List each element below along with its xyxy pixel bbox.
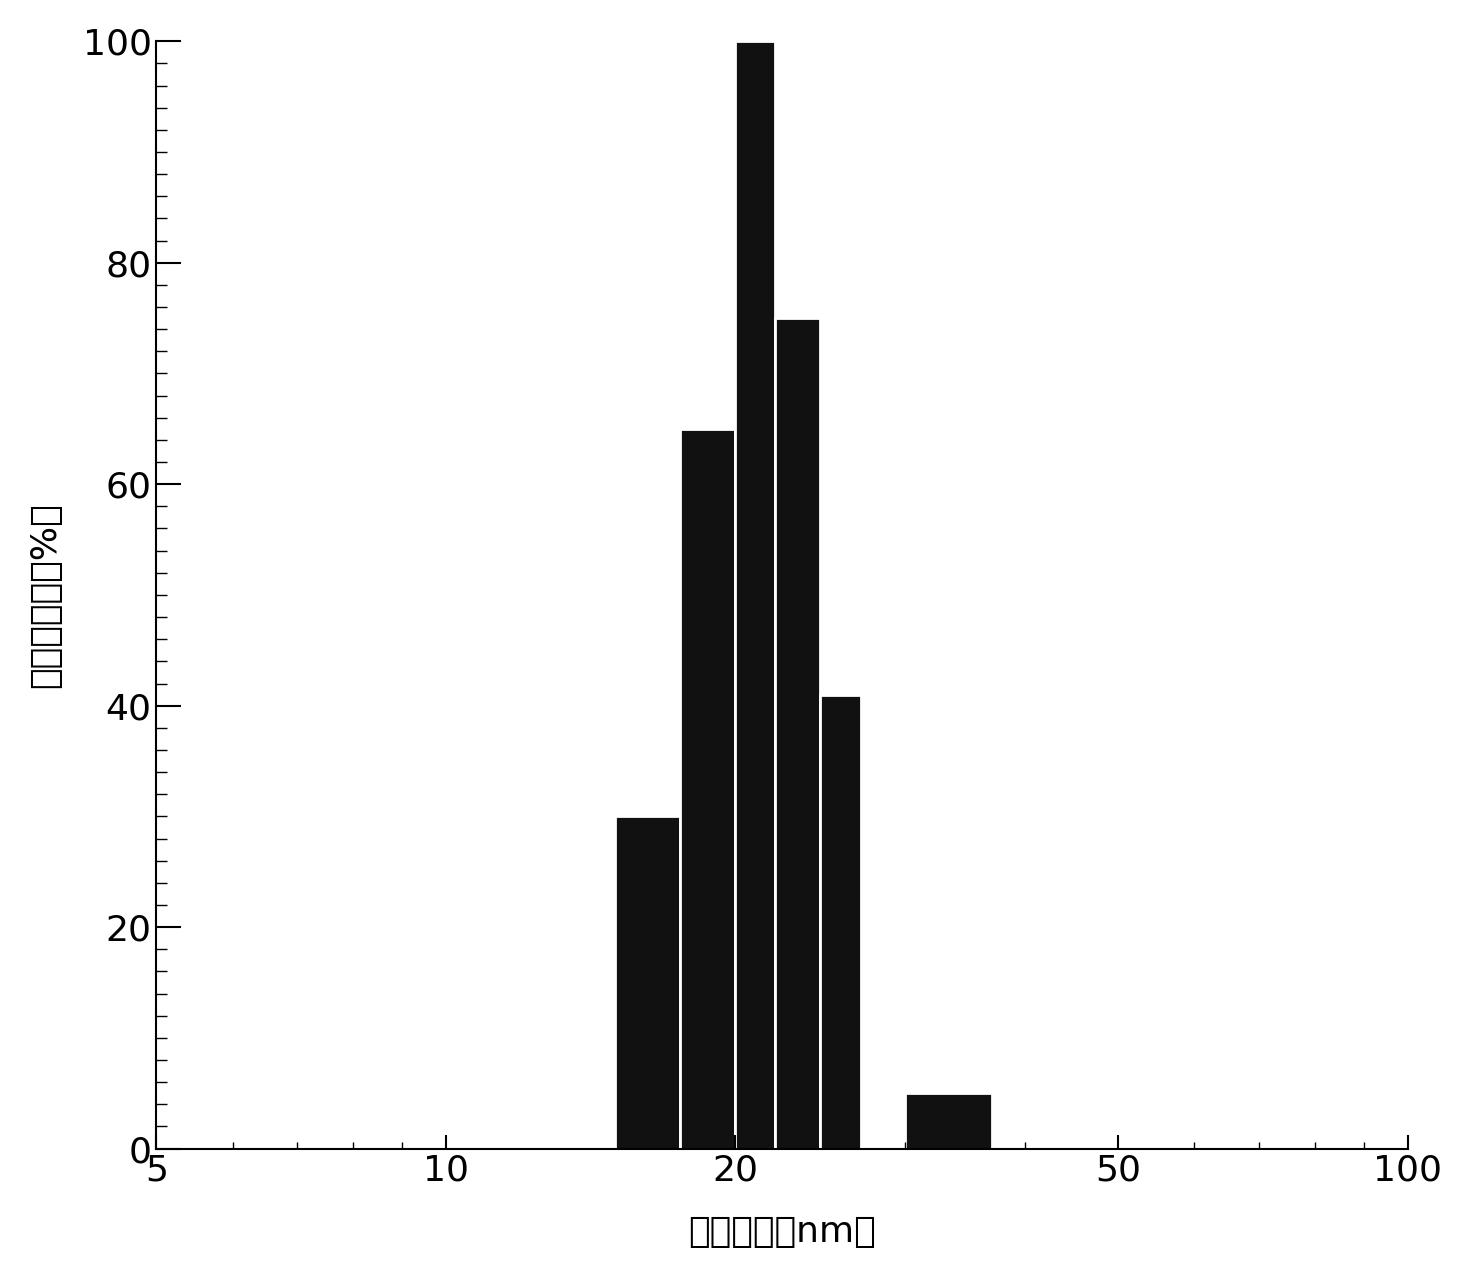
Bar [775, 318, 820, 1148]
X-axis label: 颟粒直径（nm）: 颟粒直径（nm） [688, 1216, 876, 1249]
Y-axis label: 相对百分比（%）: 相对百分比（%） [28, 502, 62, 688]
Bar [616, 816, 679, 1148]
Bar [735, 41, 775, 1148]
Bar [906, 1093, 992, 1148]
Bar [679, 429, 735, 1148]
Bar [820, 695, 861, 1148]
